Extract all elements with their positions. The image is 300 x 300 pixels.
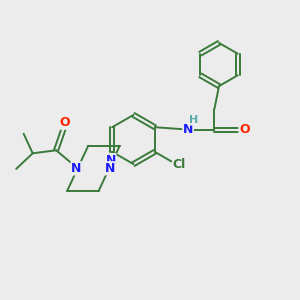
Text: N: N [105,162,115,175]
Text: N: N [106,154,116,167]
Text: Cl: Cl [173,158,186,171]
Text: H: H [189,115,198,125]
Text: N: N [71,162,81,175]
Text: N: N [183,123,193,136]
Text: O: O [59,116,70,129]
Text: O: O [239,123,250,136]
